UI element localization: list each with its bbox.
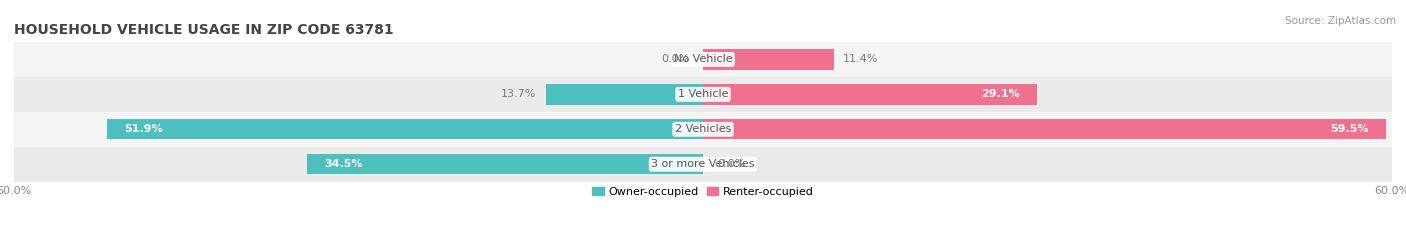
Text: 51.9%: 51.9% [124,124,163,134]
Bar [703,119,1386,139]
Bar [14,42,1392,77]
Bar [14,112,1392,147]
Legend: Owner-occupied, Renter-occupied: Owner-occupied, Renter-occupied [588,182,818,201]
Bar [703,49,834,69]
Text: 0.0%: 0.0% [717,159,745,169]
Bar [546,84,703,105]
Bar [14,147,1392,182]
Text: 34.5%: 34.5% [323,159,363,169]
Text: Source: ZipAtlas.com: Source: ZipAtlas.com [1285,16,1396,26]
Text: 0.0%: 0.0% [661,55,689,64]
Bar [14,77,1392,112]
Text: 1 Vehicle: 1 Vehicle [678,89,728,99]
Text: 59.5%: 59.5% [1330,124,1369,134]
Text: HOUSEHOLD VEHICLE USAGE IN ZIP CODE 63781: HOUSEHOLD VEHICLE USAGE IN ZIP CODE 6378… [14,23,394,37]
Text: 13.7%: 13.7% [501,89,537,99]
Bar [703,84,1038,105]
Bar [107,119,703,139]
Text: 29.1%: 29.1% [981,89,1019,99]
Bar [307,154,703,174]
Text: 11.4%: 11.4% [844,55,879,64]
Text: 3 or more Vehicles: 3 or more Vehicles [651,159,755,169]
Text: No Vehicle: No Vehicle [673,55,733,64]
Text: 2 Vehicles: 2 Vehicles [675,124,731,134]
